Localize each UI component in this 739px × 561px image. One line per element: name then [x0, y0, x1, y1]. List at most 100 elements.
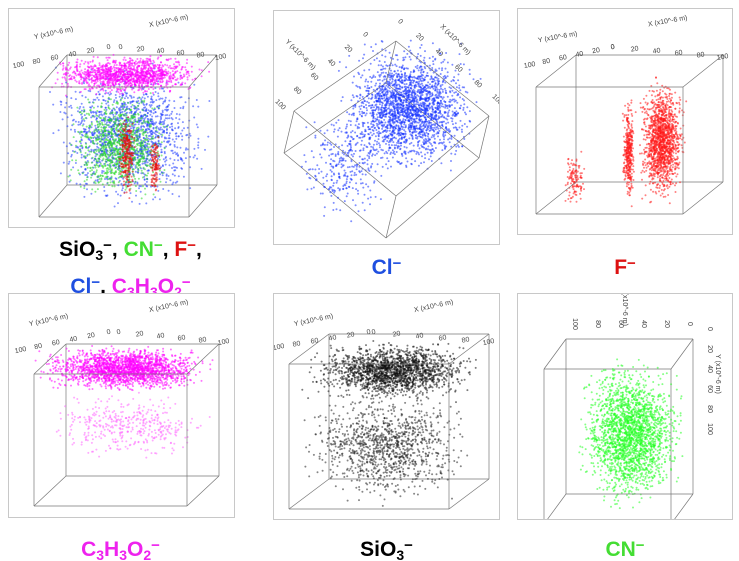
- ion-point: [129, 156, 131, 158]
- ion-point: [121, 97, 123, 99]
- ion-point: [110, 149, 112, 151]
- ion-point: [382, 66, 384, 68]
- ion-point: [177, 159, 179, 161]
- ion-point: [151, 154, 153, 156]
- ion-point: [418, 89, 420, 91]
- ion-point: [78, 172, 80, 174]
- ion-point: [159, 173, 161, 175]
- ion-point: [92, 173, 94, 175]
- ion-point: [165, 156, 167, 158]
- ion-point: [355, 124, 357, 126]
- ion-point: [142, 177, 144, 179]
- ion-point: [455, 127, 457, 129]
- axis-label: Y (x10^-6 m): [34, 26, 74, 41]
- ion-point: [79, 63, 81, 65]
- ion-point: [178, 195, 180, 197]
- ion-point: [87, 66, 89, 68]
- ion-point: [359, 86, 361, 88]
- ion-point: [76, 152, 78, 154]
- ion-point: [122, 133, 124, 135]
- ion-point: [72, 120, 74, 122]
- ion-point: [146, 165, 148, 167]
- ion-point: [124, 124, 126, 126]
- ion-point: [88, 114, 90, 116]
- ion-point: [127, 124, 129, 126]
- ion-point: [159, 73, 161, 75]
- ion-point: [139, 152, 141, 154]
- ion-point: [165, 73, 167, 75]
- ion-point: [148, 160, 150, 162]
- ion-point: [141, 79, 143, 81]
- ion-point: [161, 98, 163, 100]
- ion-point: [418, 69, 420, 71]
- ion-point: [119, 62, 121, 64]
- ion-point: [128, 165, 130, 167]
- ion-point: [161, 88, 163, 90]
- ion-point: [165, 83, 167, 85]
- ion-point: [110, 181, 112, 183]
- ion-point: [86, 126, 88, 128]
- ion-point: [101, 136, 103, 138]
- ion-point: [420, 162, 422, 164]
- ion-point: [105, 107, 107, 109]
- ion-point: [145, 128, 147, 130]
- ion-point: [121, 125, 123, 127]
- ion-point: [97, 126, 99, 128]
- ion-point: [207, 136, 209, 138]
- ion-point: [92, 141, 94, 143]
- ion-point: [104, 143, 106, 145]
- ion-point: [96, 78, 98, 80]
- ion-point: [109, 152, 111, 154]
- ion-point: [144, 183, 146, 185]
- ion-point: [114, 64, 116, 66]
- ion-point: [64, 78, 66, 80]
- ion-point: [161, 141, 163, 143]
- ion-point: [174, 66, 176, 68]
- ion-point: [387, 86, 389, 88]
- ion-point: [128, 197, 130, 199]
- ion-point: [115, 158, 117, 160]
- ion-point: [106, 176, 108, 178]
- ion-point: [375, 135, 377, 137]
- ion-point: [153, 101, 155, 103]
- ion-point: [175, 138, 177, 140]
- ion-point: [180, 133, 182, 135]
- ion-point: [158, 168, 160, 170]
- ion-point: [110, 179, 112, 181]
- ion-point: [119, 116, 121, 118]
- ion-point: [138, 83, 140, 85]
- ion-point: [152, 71, 154, 73]
- ion-point: [103, 141, 105, 143]
- ion-point: [126, 179, 128, 181]
- ion-point: [119, 124, 121, 126]
- ion-point: [114, 121, 116, 123]
- ion-point: [171, 111, 173, 113]
- ion-point: [94, 125, 96, 127]
- ion-point: [108, 134, 110, 136]
- ion-point: [89, 154, 91, 156]
- ion-point: [128, 158, 130, 160]
- ion-point: [109, 94, 111, 96]
- ion-point: [449, 86, 451, 88]
- caption-text: ,: [112, 238, 124, 261]
- ion-point: [79, 82, 81, 84]
- ion-point: [197, 144, 199, 146]
- ion-point: [140, 191, 142, 193]
- ion-point: [129, 71, 131, 73]
- ion-point: [62, 63, 64, 65]
- ion-point: [181, 139, 183, 141]
- ion-point: [406, 83, 408, 85]
- ion-point: [109, 87, 111, 89]
- ion-point: [79, 149, 81, 151]
- ion-point: [157, 56, 159, 58]
- ion-point: [434, 80, 436, 82]
- ion-point: [97, 176, 99, 178]
- ion-point: [116, 64, 118, 66]
- ion-point: [386, 140, 388, 142]
- ion-point: [145, 65, 147, 67]
- ion-point: [131, 148, 133, 150]
- ion-point: [150, 141, 152, 143]
- ion-point: [444, 107, 446, 109]
- ion-point: [377, 71, 379, 73]
- ion-point: [156, 167, 158, 169]
